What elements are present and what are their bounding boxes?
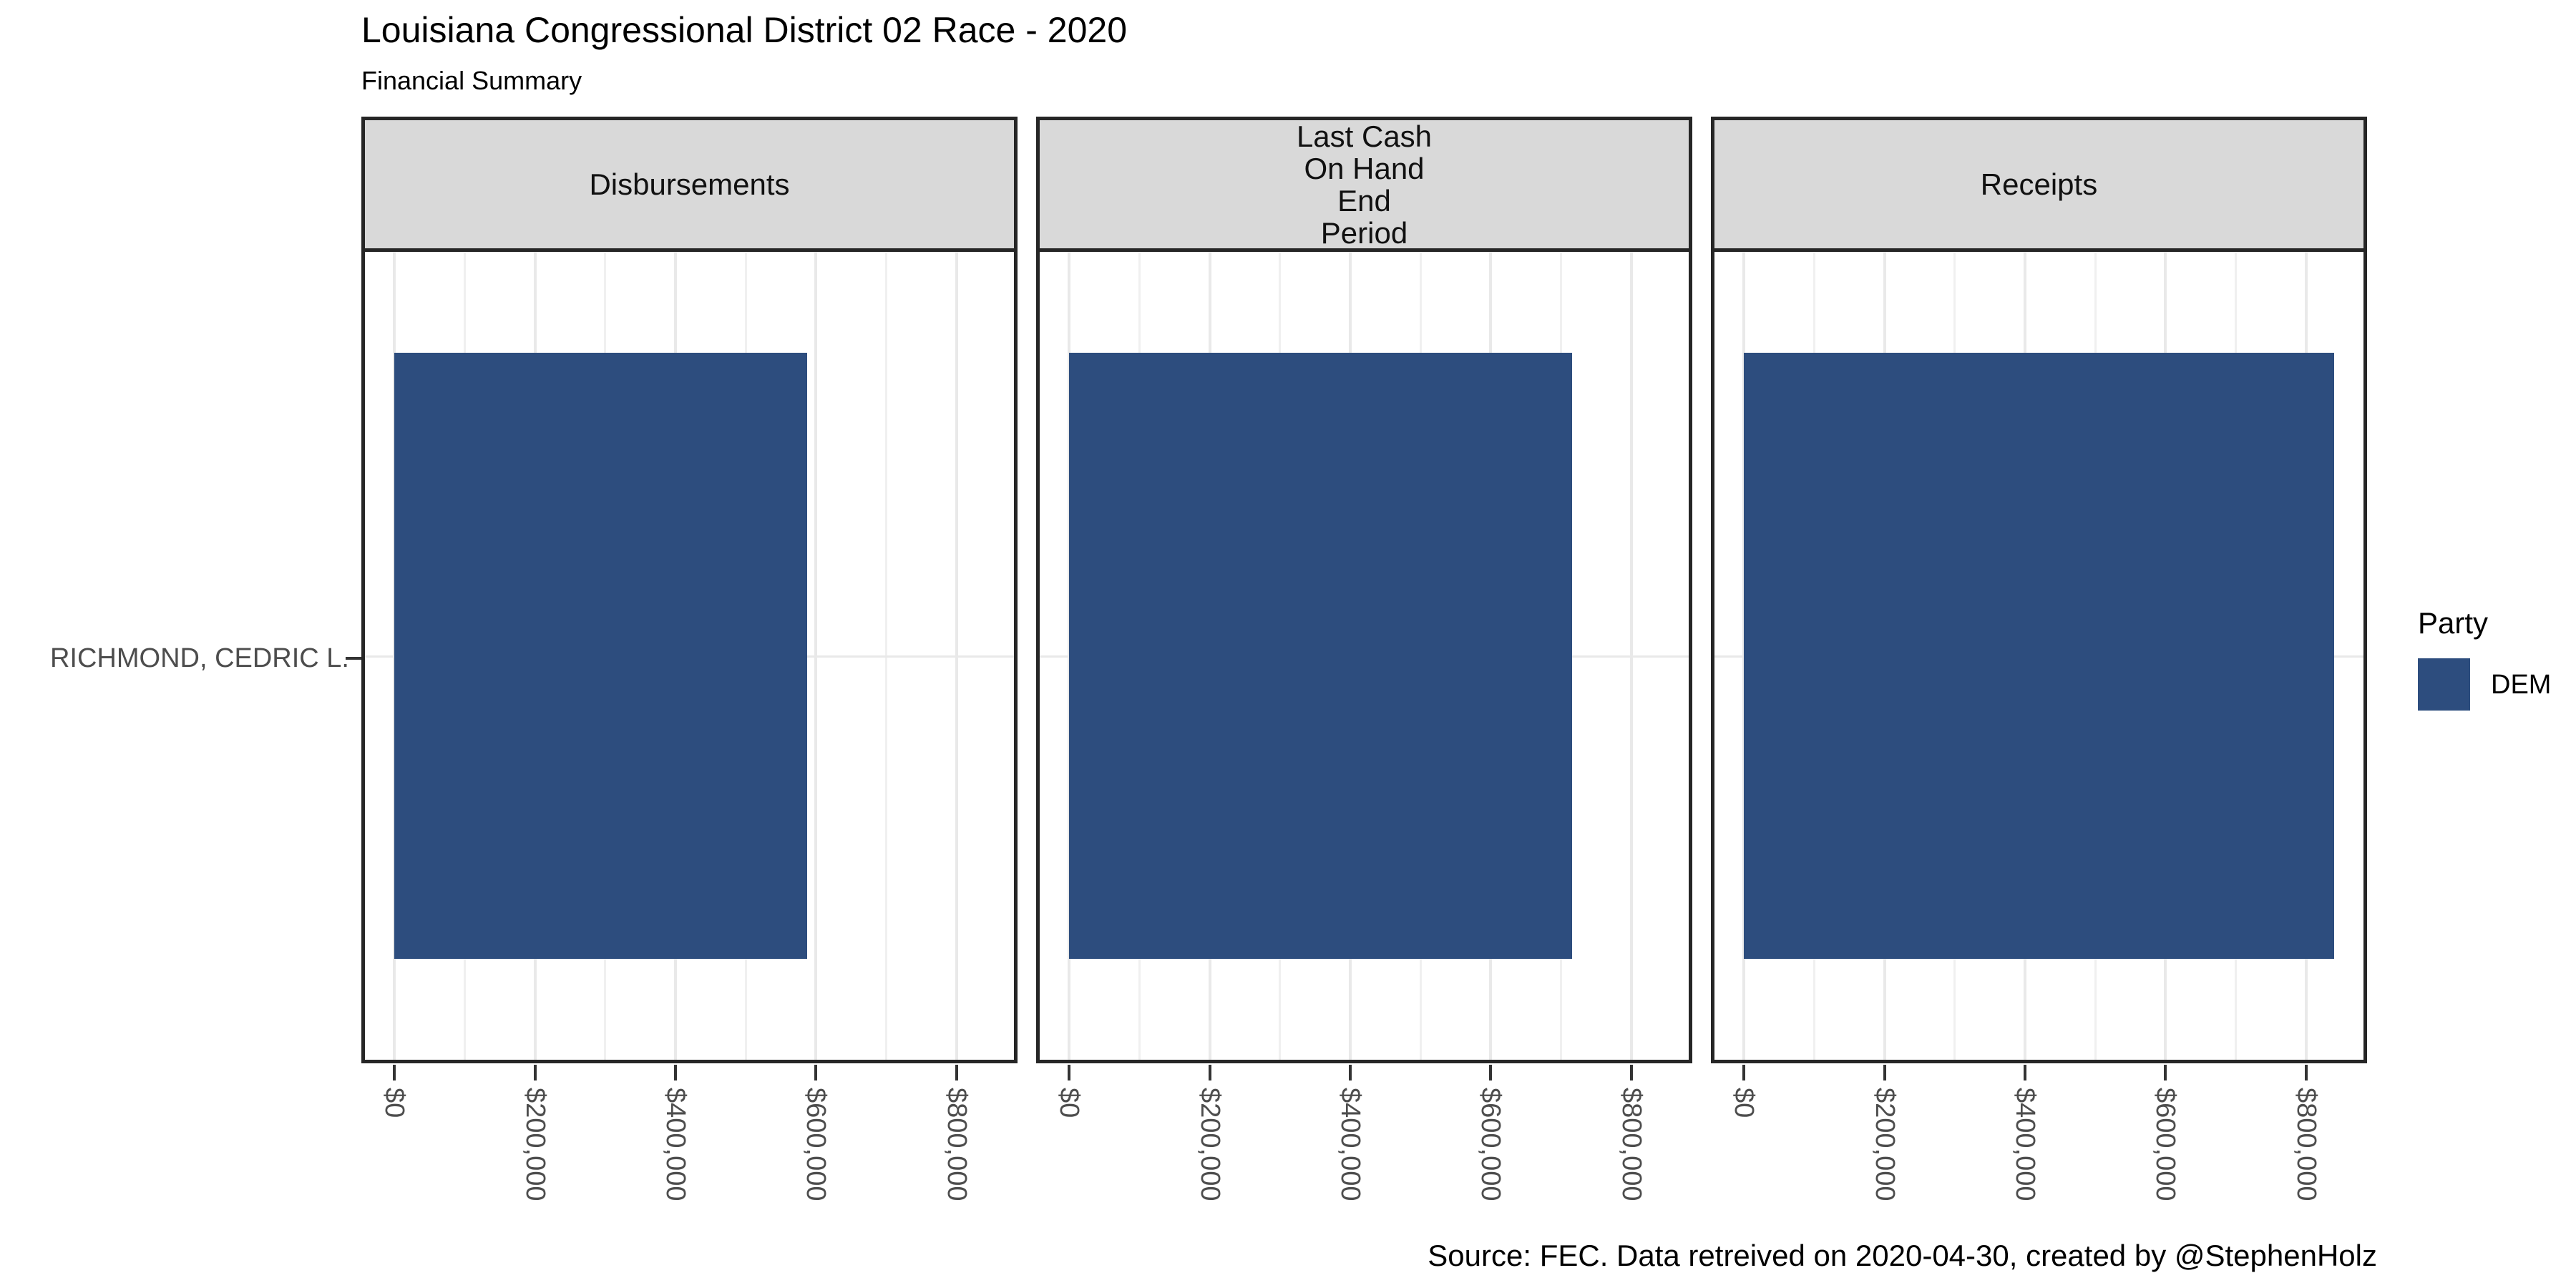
x-axis-tick-mark bbox=[1068, 1065, 1071, 1080]
y-axis-tick-mark bbox=[346, 657, 361, 660]
x-axis-tick-mark bbox=[533, 1065, 537, 1080]
facet-strip: Disbursements bbox=[361, 117, 1018, 252]
x-axis-tick-label: $600,000 bbox=[1475, 1088, 1506, 1201]
x-axis-tick-label: $600,000 bbox=[801, 1088, 831, 1201]
x-axis-tick-label: $800,000 bbox=[2290, 1088, 2321, 1201]
facet-strip-label: Receipts bbox=[1980, 167, 2098, 201]
x-axis-tick-mark bbox=[1883, 1065, 1886, 1080]
x-axis-tick-mark bbox=[2304, 1065, 2308, 1080]
facet-last-cash-on-hand-end-period: Last Cash On Hand End Period bbox=[1036, 117, 1692, 1063]
legend-title: Party bbox=[2418, 606, 2489, 640]
facet-strip: Receipts bbox=[1711, 117, 2367, 252]
x-axis-tick-label: $0 bbox=[379, 1088, 410, 1118]
facet-disbursements: Disbursements bbox=[361, 117, 1018, 1063]
x-axis-tick-mark bbox=[814, 1065, 818, 1080]
x-axis-tick-label: $0 bbox=[1054, 1088, 1085, 1118]
legend-swatch-dem bbox=[2418, 658, 2470, 711]
x-axis-tick-label: $0 bbox=[1729, 1088, 1760, 1118]
x-axis-tick-label: $400,000 bbox=[660, 1088, 691, 1201]
x-axis-tick-label: $400,000 bbox=[1335, 1088, 1365, 1201]
facet-strip-label: Disbursements bbox=[589, 167, 790, 201]
y-axis-category-label: RICHMOND, CEDRIC L. bbox=[49, 643, 349, 673]
x-axis-tick-label: $800,000 bbox=[1616, 1088, 1646, 1201]
x-axis-tick-mark bbox=[673, 1065, 677, 1080]
x-axis-tick-label: $200,000 bbox=[1869, 1088, 1900, 1201]
x-axis-tick-label: $200,000 bbox=[1194, 1088, 1225, 1201]
legend-party: Party DEM bbox=[2418, 606, 2551, 711]
x-axis-tick-label: $800,000 bbox=[941, 1088, 972, 1201]
facet-receipts: Receipts bbox=[1711, 117, 2367, 1063]
x-axis-tick-mark bbox=[2164, 1065, 2167, 1080]
chart-caption: Source: FEC. Data retreived on 2020-04-3… bbox=[1428, 1239, 2377, 1272]
x-axis-tick-mark bbox=[1629, 1065, 1633, 1080]
facet-strip-label: Last Cash On Hand End Period bbox=[1296, 119, 1433, 250]
chart-subtitle: Financial Summary bbox=[361, 66, 582, 95]
x-axis-tick-label: $400,000 bbox=[2009, 1088, 2040, 1201]
facet-panel bbox=[1711, 252, 2367, 1063]
x-axis-tick-mark bbox=[1742, 1065, 1746, 1080]
bar-receipts bbox=[1744, 353, 2334, 959]
bar-last-cash-on-hand-end-period bbox=[1069, 353, 1573, 959]
bar-disbursements bbox=[394, 353, 808, 959]
x-axis-tick-mark bbox=[2023, 1065, 2026, 1080]
x-axis-tick-mark bbox=[393, 1065, 396, 1080]
x-axis-tick-mark bbox=[1348, 1065, 1352, 1080]
x-axis-tick-mark bbox=[955, 1065, 958, 1080]
legend-key: DEM bbox=[2418, 658, 2551, 711]
facet-panel bbox=[1036, 252, 1692, 1063]
x-axis-tick-label: $200,000 bbox=[519, 1088, 550, 1201]
legend-label-dem: DEM bbox=[2491, 670, 2552, 700]
x-axis-tick-label: $600,000 bbox=[2150, 1088, 2181, 1201]
x-axis-tick-mark bbox=[1208, 1065, 1211, 1080]
x-axis-tick-mark bbox=[1489, 1065, 1493, 1080]
facet-strip: Last Cash On Hand End Period bbox=[1036, 117, 1692, 252]
facet-panel bbox=[361, 252, 1018, 1063]
chart-title: Louisiana Congressional District 02 Race… bbox=[361, 10, 1128, 50]
